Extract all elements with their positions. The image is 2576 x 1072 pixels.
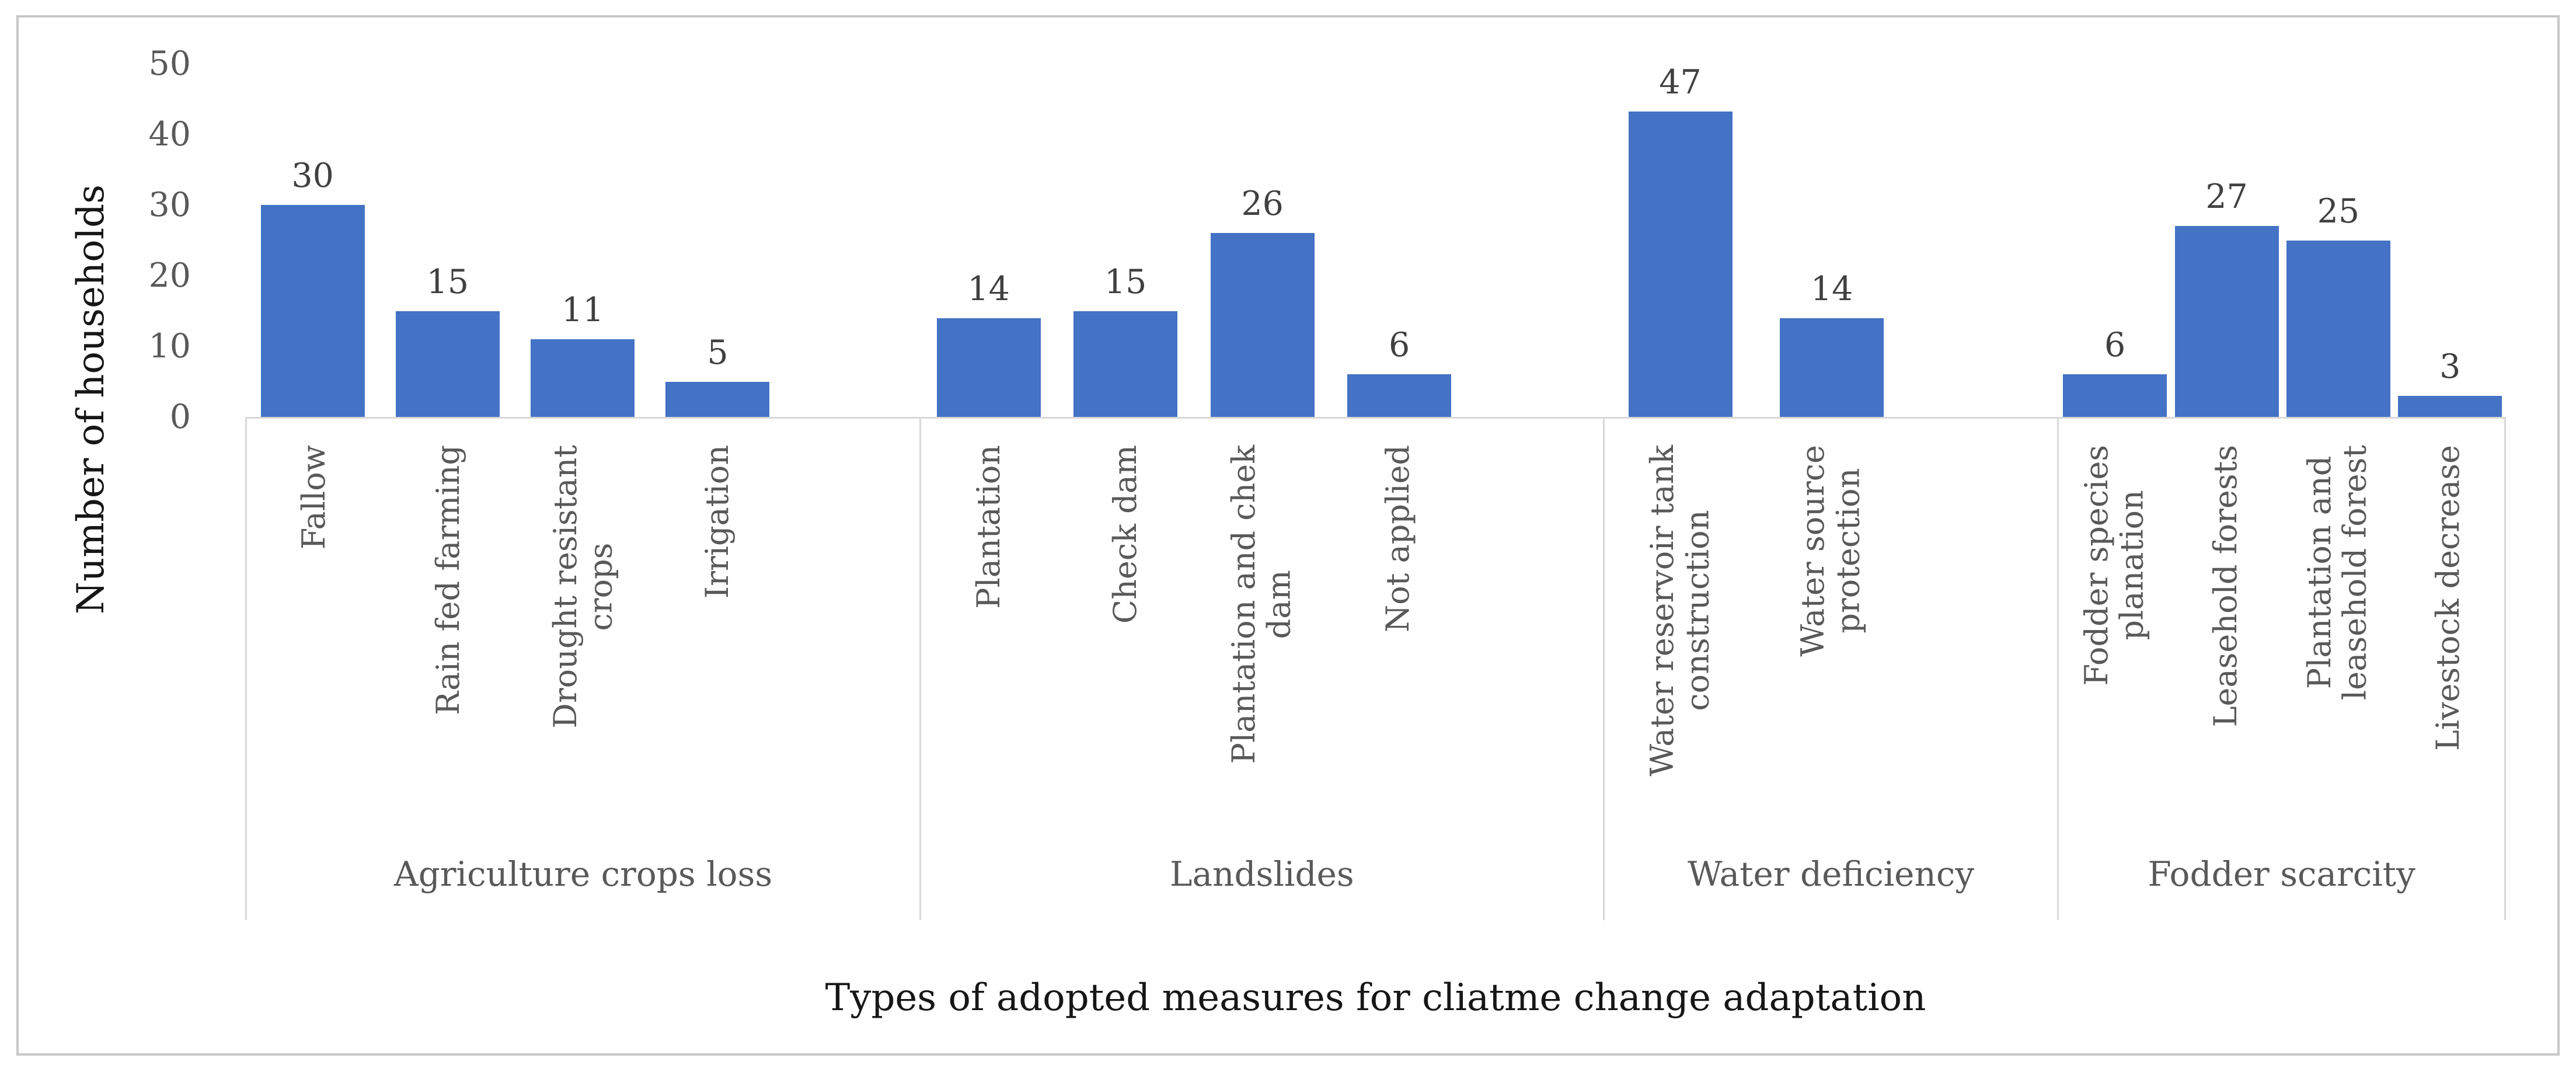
category-slot: Water source protection <box>1755 419 1906 657</box>
bar <box>531 339 635 417</box>
category-slot: Water reservoir tank construction <box>1605 419 1756 777</box>
category-label: Not applied <box>1379 445 1417 633</box>
category-group: Fallow Rain fed farming Drought resistant … <box>247 419 921 920</box>
y-tick-label: 40 <box>148 115 191 154</box>
bar-slot: 14 <box>1756 64 1908 417</box>
bar-value-label: 14 <box>967 269 1010 308</box>
bar-value-label: 27 <box>2205 177 2248 217</box>
category-slot: Irrigation <box>650 419 785 598</box>
category-group: Plantation Check dam Plantation and chek d… <box>921 419 1605 920</box>
category-slot: Fodder species planation <box>2059 419 2170 686</box>
bar-slot: 6 <box>1331 64 1467 417</box>
blank-slot <box>785 64 920 417</box>
category-label: Livestock decrease <box>2429 445 2467 751</box>
y-tick-label: 10 <box>148 327 191 366</box>
bar-value-label: 47 <box>1659 63 1702 102</box>
category-axis: Fallow Rain fed farming Drought resistant … <box>245 417 2506 920</box>
bar-slot: 6 <box>2059 64 2170 417</box>
category-label: Plantation and chek dam <box>1225 445 1298 764</box>
category-slot: Fallow <box>247 419 381 549</box>
category-slot: Leasehold forests <box>2170 419 2282 727</box>
bar <box>1780 318 1884 417</box>
group-label: Water deficiency <box>1688 854 1975 894</box>
category-label: Plantation <box>970 445 1008 609</box>
bar-value-label: 11 <box>561 290 604 329</box>
bar <box>1210 233 1315 417</box>
category-label: Fallow <box>295 445 332 550</box>
figure-border <box>16 15 2560 1056</box>
category-slot: Plantation and chek dam <box>1194 419 1330 764</box>
category-slot: Plantation <box>921 419 1058 609</box>
bar <box>395 311 500 417</box>
bar <box>1073 311 1178 417</box>
bar-slot: 47 <box>1605 64 1756 417</box>
bar-slot: 5 <box>650 64 785 417</box>
y-tick-label: 20 <box>148 256 191 295</box>
category-slot: Livestock decrease <box>2393 419 2504 751</box>
category-label: Water source protection <box>1794 445 1867 657</box>
group-label: Agriculture crops loss <box>393 854 773 894</box>
category-group: Fodder species planation Leasehold forest… <box>2059 419 2506 920</box>
group-label: Fodder scarcity <box>2148 854 2415 894</box>
category-label: Fodder species planation <box>2078 445 2150 686</box>
y-tick-label: 30 <box>148 186 191 224</box>
bar-slot: 15 <box>1057 64 1194 417</box>
bar-slot: 27 <box>2171 64 2282 417</box>
category-slot: Check dam <box>1058 419 1194 624</box>
bar-slot: 26 <box>1194 64 1330 417</box>
bar-value-label: 3 <box>2439 347 2461 386</box>
bar-slot: 11 <box>515 64 650 417</box>
category-slot: Plantation and leasehold forest <box>2282 419 2393 700</box>
bar-group: 47 14 <box>1605 64 2059 417</box>
bar-value-label: 6 <box>1388 326 1410 365</box>
bar-group: 14 15 26 6 <box>920 64 1604 417</box>
category-group: Water reservoir tank construction Water s… <box>1605 419 2059 920</box>
category-label: Check dam <box>1107 445 1144 624</box>
y-tick-label: 50 <box>148 44 191 83</box>
category-slot: Not applied <box>1330 419 1467 632</box>
category-label: Plantation and leasehold forest <box>2300 445 2373 701</box>
bar-value-label: 15 <box>1104 262 1147 301</box>
x-axis-title: Types of adopted measures for cliatme ch… <box>825 976 1926 1019</box>
category-slot: Rain fed farming <box>381 419 515 715</box>
bar <box>2174 226 2279 417</box>
group-label: Landslides <box>1170 854 1354 894</box>
bar <box>1628 112 1733 417</box>
bar <box>2286 240 2390 417</box>
bar <box>936 318 1041 417</box>
bar <box>1347 374 1452 417</box>
bar-value-label: 26 <box>1241 185 1284 224</box>
category-label: Rain fed farming <box>430 445 467 715</box>
bar-value-label: 25 <box>2317 192 2360 231</box>
bar <box>2398 395 2502 417</box>
plot-area: 30 15 11 5 14 15 26 6 47 14 6 27 25 3 <box>245 64 2506 417</box>
bar-value-label: 30 <box>291 156 334 195</box>
bar-group: 6 27 25 3 <box>2059 64 2506 417</box>
bar-slot: 30 <box>245 64 380 417</box>
bar <box>2063 374 2167 417</box>
y-tick-label: 0 <box>169 398 191 436</box>
bar-value-label: 14 <box>1810 269 1853 308</box>
bar-group: 30 15 11 5 <box>245 64 920 417</box>
bar-value-label: 6 <box>2104 326 2126 365</box>
bar <box>260 205 365 417</box>
bar-slot: 3 <box>2394 64 2506 417</box>
bar-value-label: 5 <box>707 333 728 372</box>
bar-slot: 14 <box>920 64 1057 417</box>
bar-slot: 15 <box>380 64 515 417</box>
category-slot: Drought resistant crops <box>516 419 650 728</box>
category-label: Leasehold forests <box>2207 445 2244 728</box>
category-label: Drought resistant crops <box>546 445 619 729</box>
category-label: Irrigation <box>699 445 736 599</box>
blank-slot <box>1467 64 1604 417</box>
blank-slot <box>1908 64 2059 417</box>
category-label: Water reservoir tank construction <box>1643 445 1716 777</box>
bar <box>665 381 770 417</box>
bar-value-label: 15 <box>426 262 469 301</box>
bar-slot: 25 <box>2282 64 2394 417</box>
